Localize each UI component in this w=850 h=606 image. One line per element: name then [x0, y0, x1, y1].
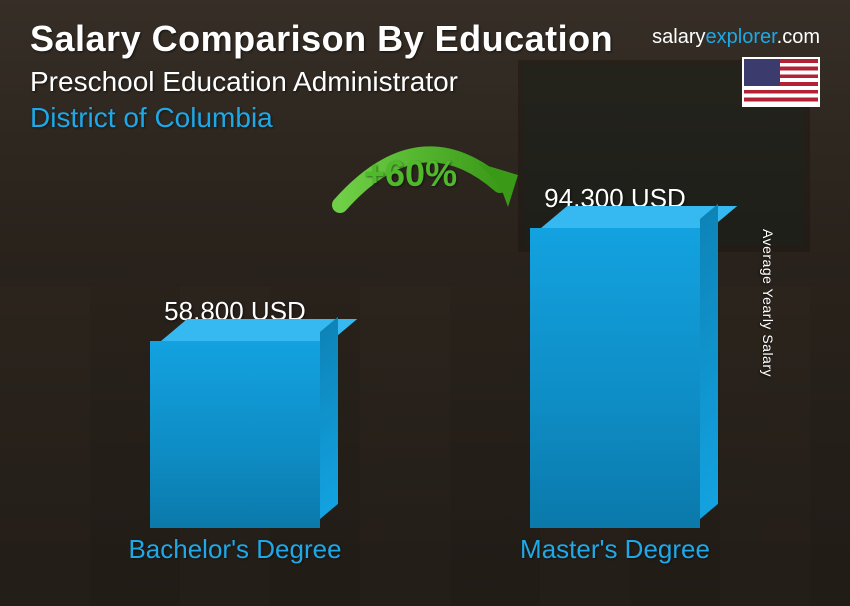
bar-side-face [700, 204, 718, 519]
bar-side-face [320, 317, 338, 519]
x-label: Bachelor's Degree [120, 534, 350, 576]
bar-1: 94,300 USD [500, 183, 730, 528]
x-axis-labels: Bachelor's Degree Master's Degree [120, 534, 730, 576]
bars-container: 58,800 USD94,300 USD [120, 188, 730, 528]
bar-chart: 58,800 USD94,300 USD Bachelor's DegreeMa… [120, 170, 730, 576]
brand-part-b: explorer [706, 26, 777, 48]
bar-3d [530, 228, 700, 528]
bar-0: 58,800 USD [120, 296, 350, 528]
brand-part-a: salary [652, 26, 705, 48]
us-flag-icon [742, 57, 820, 107]
bar-3d [150, 341, 320, 528]
y-axis-label: Average Yearly Salary [760, 229, 776, 377]
brand-part-c: .com [777, 26, 820, 48]
brand-name: salaryexplorer.com [652, 26, 820, 49]
bar-front-face [150, 341, 320, 528]
brand-block: salaryexplorer.com [652, 26, 820, 107]
x-label: Master's Degree [500, 534, 730, 576]
bar-front-face [530, 228, 700, 528]
infographic-container: Salary Comparison By Education Preschool… [0, 0, 850, 606]
